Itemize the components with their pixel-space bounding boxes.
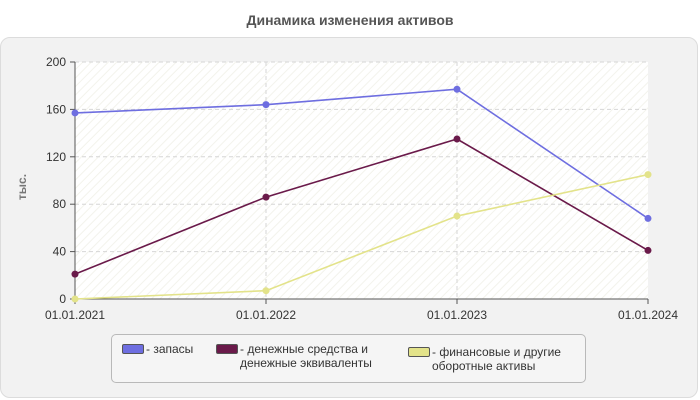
legend-swatch [122, 344, 144, 354]
series-line-2 [74, 173, 649, 300]
x-tick-label: 01.01.2023 [427, 308, 487, 322]
series-1-point[interactable] [71, 270, 79, 278]
plot-area [75, 62, 648, 299]
y-tick-label: 120 [46, 150, 66, 164]
x-tick-label: 01.01.2022 [236, 308, 296, 322]
grid-layer [75, 61, 648, 299]
series-1-point[interactable] [262, 193, 270, 201]
x-tick-label: 01.01.2021 [45, 308, 105, 322]
legend-label: - финансовые и другие оборотные активы [432, 345, 561, 373]
x-tick-label: 01.01.2024 [618, 308, 678, 322]
series-1-point[interactable] [644, 246, 652, 254]
series-0-point[interactable] [453, 85, 461, 93]
series-2-point[interactable] [453, 212, 461, 220]
series-line-0 [74, 88, 649, 220]
series-0-point[interactable] [71, 109, 79, 117]
legend-swatch [216, 344, 238, 354]
axis-layer: 0 40 80 120 160 200 01.01.2021 01.01.2022 01.01.… [45, 55, 678, 322]
series-1-point[interactable] [453, 135, 461, 143]
y-tick-label: 40 [53, 245, 67, 259]
y-tick-label: 200 [46, 55, 66, 69]
series-layer [71, 85, 652, 303]
y-tick-label: 0 [59, 292, 66, 306]
legend-swatch [408, 347, 430, 357]
legend-label: - денежные средства и денежные эквивален… [240, 342, 372, 370]
chart-title: Динамика изменения активов [246, 12, 454, 28]
legend-label: - запасы [146, 342, 194, 356]
series-0-point[interactable] [644, 214, 652, 222]
y-axis-label: тыс. [15, 173, 29, 201]
series-2-point[interactable] [71, 295, 79, 303]
y-tick-label: 160 [46, 102, 66, 116]
legend: - запасы - денежные средства и денежные э… [111, 334, 586, 383]
series-2-point[interactable] [644, 171, 652, 179]
y-tick-label: 80 [53, 197, 67, 211]
series-0-point[interactable] [262, 101, 270, 109]
series-2-point[interactable] [262, 287, 270, 295]
